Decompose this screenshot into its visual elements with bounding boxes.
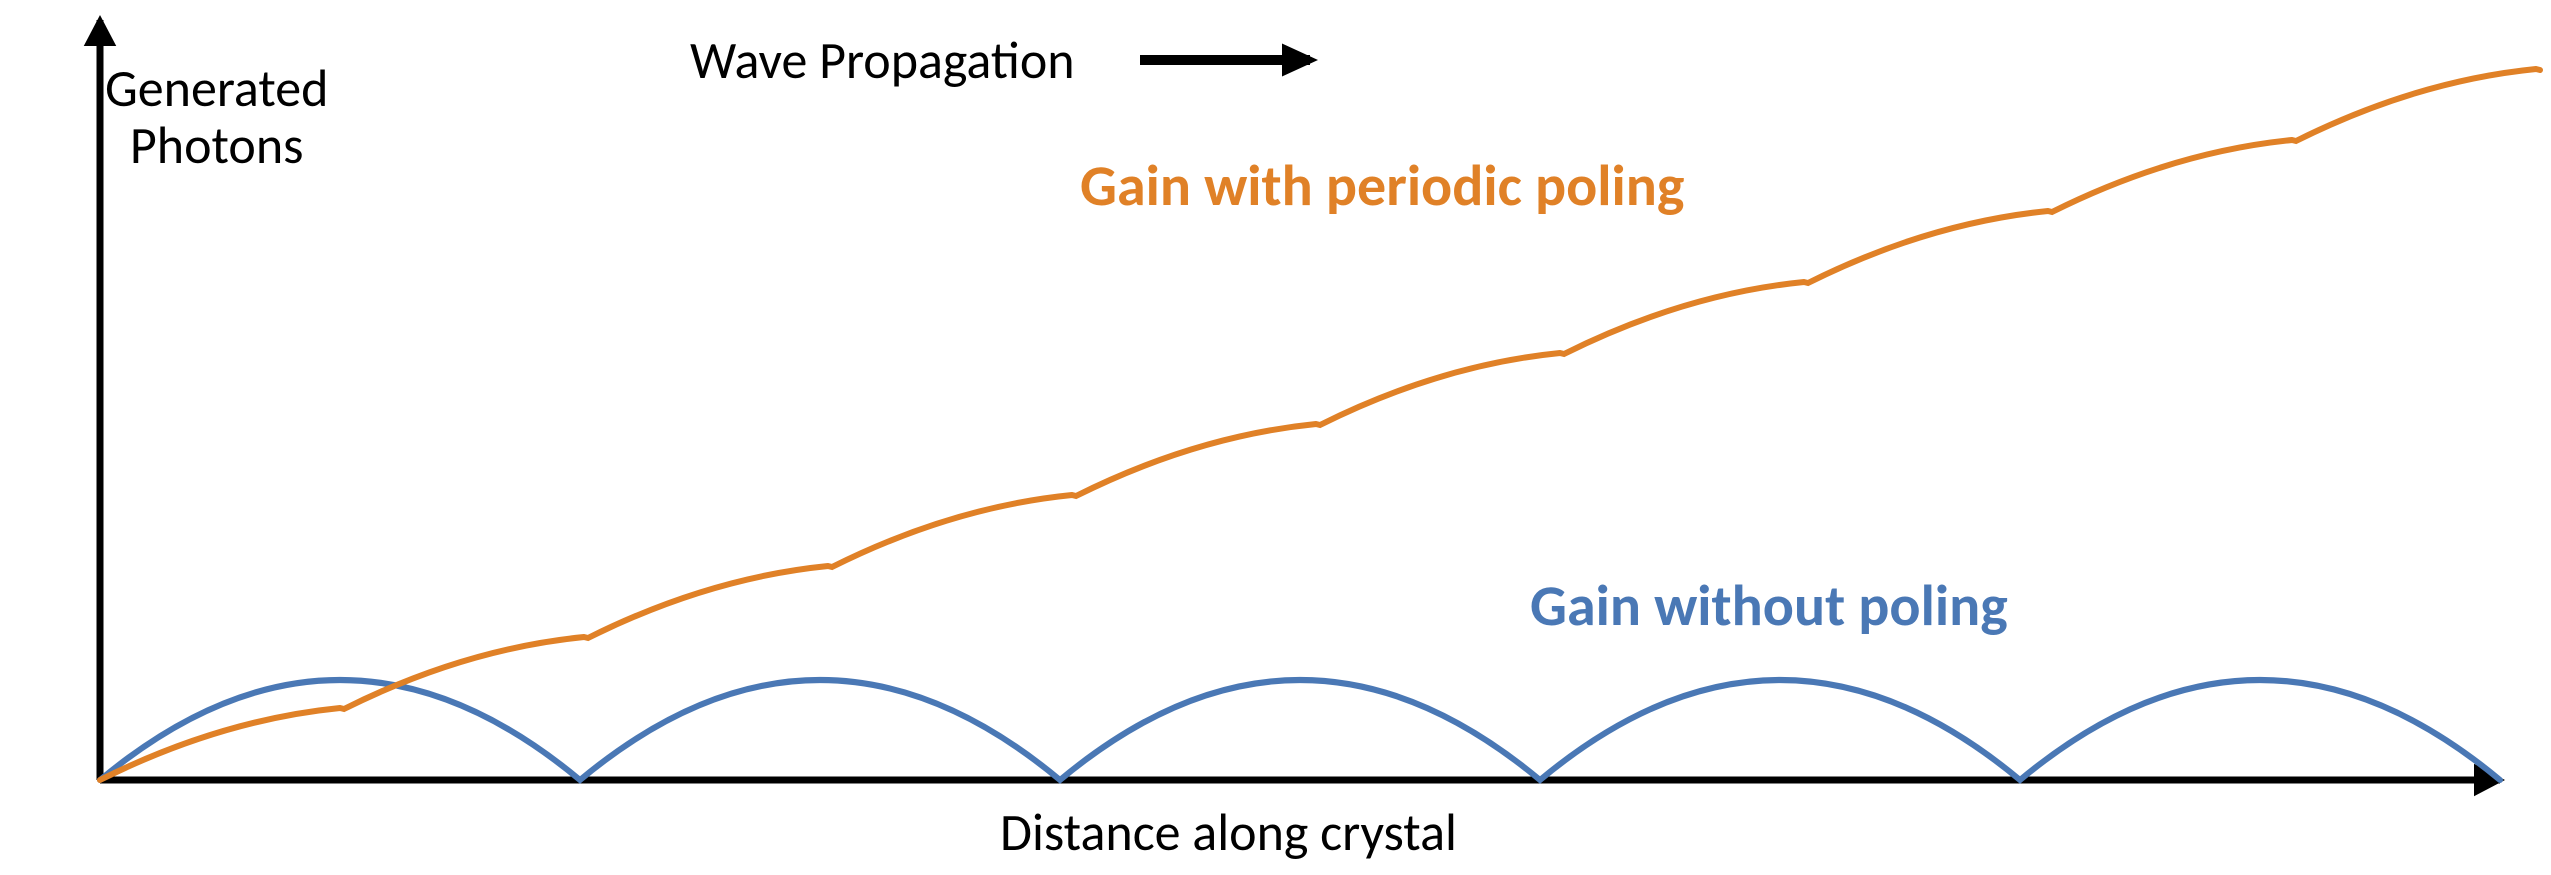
legend-gain-without-poling: Gain without poling: [1530, 570, 2008, 641]
propagation-label: Wave Propagation: [690, 28, 1075, 92]
legend-gain-with-poling: Gain with periodic poling: [1080, 150, 1684, 221]
y-axis-label: Generated Photons: [105, 60, 328, 174]
chart-container: Generated Photons Distance along crystal…: [0, 0, 2551, 875]
series-no-poling: [100, 680, 2500, 780]
y-axis-label-line1: Generated: [105, 56, 328, 120]
chart-svg: [0, 0, 2551, 875]
y-axis-label-line2: Photons: [130, 113, 304, 177]
x-axis-label: Distance along crystal: [1000, 800, 1457, 864]
